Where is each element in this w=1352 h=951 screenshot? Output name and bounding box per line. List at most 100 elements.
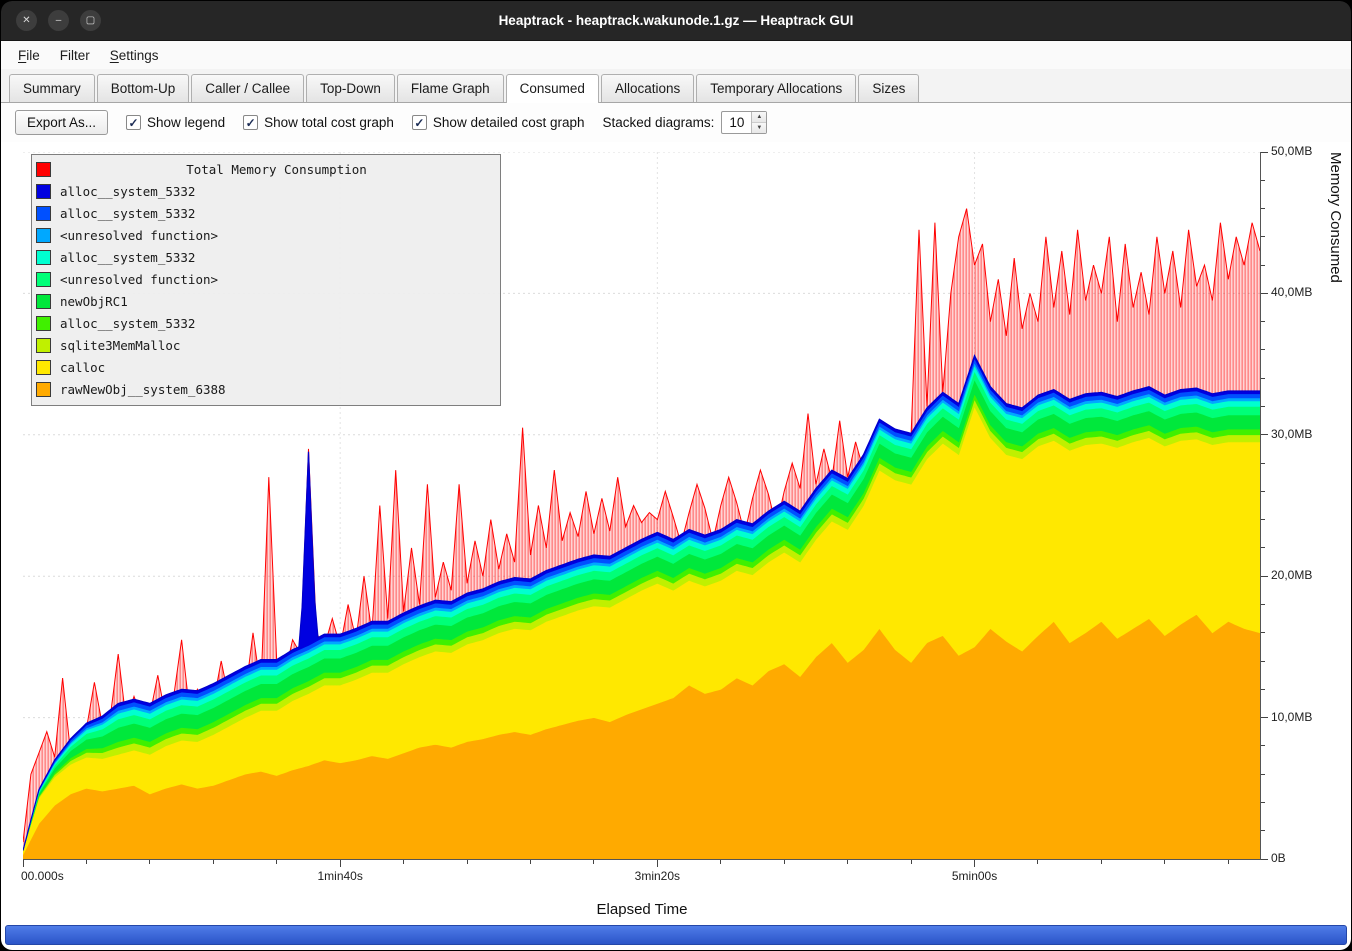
legend-item: alloc__system_5332 [36, 180, 493, 202]
export-as-button[interactable]: Export As... [15, 110, 109, 135]
x-major-tick [656, 860, 658, 867]
y-minor-tick [1261, 264, 1265, 266]
close-button[interactable]: ✕ [16, 10, 37, 31]
legend-color-swatch [36, 293, 51, 309]
legend-item: newObjRC1 [36, 290, 493, 312]
tab-flame-graph[interactable]: Flame Graph [396, 74, 504, 102]
x-minor-tick [1037, 860, 1039, 864]
x-axis: 00.000s 1min40s 3min20s 5min00s [21, 860, 1261, 890]
legend-color-swatch [36, 161, 51, 177]
spinbox-up-button[interactable]: ▲ [752, 112, 767, 122]
titlebar[interactable]: ✕ – ▢ Heaptrack - heaptrack.wakunode.1.gz … [1, 1, 1351, 41]
checkbox-show-legend[interactable]: ✓ Show legend [126, 115, 225, 130]
legend-item: alloc__system_5332 [36, 202, 493, 224]
legend-item: rawNewObj__system_6388 [36, 378, 493, 400]
y-major-tick [1261, 858, 1268, 860]
y-minor-tick [1261, 773, 1265, 775]
checkbox-show-detailed-cost-graph[interactable]: ✓ Show detailed cost graph [411, 115, 585, 130]
y-minor-tick [1261, 377, 1265, 379]
legend-item-label: alloc__system_5332 [60, 315, 196, 331]
y-minor-tick [1261, 208, 1265, 210]
legend-color-swatch [36, 271, 51, 287]
x-minor-tick [1100, 860, 1102, 864]
legend-item-label: calloc [60, 359, 106, 375]
legend-color-swatch [36, 315, 51, 331]
checkbox-label: Show legend [147, 115, 226, 130]
tab-temporary-allocations[interactable]: Temporary Allocations [696, 74, 857, 102]
x-minor-tick [720, 860, 722, 864]
y-tick-label: 50,0MB [1271, 144, 1313, 158]
x-minor-tick [1164, 860, 1166, 864]
window-title: Heaptrack - heaptrack.wakunode.1.gz — He… [498, 13, 854, 28]
tab-caller-callee[interactable]: Caller / Callee [191, 74, 305, 102]
legend-title-row: Total Memory Consumption [36, 158, 493, 180]
x-major-tick [974, 860, 976, 867]
y-axis-title: Memory Consumed [1327, 152, 1344, 283]
x-tick-label: 00.000s [21, 869, 64, 883]
menu-settings[interactable]: Settings [109, 47, 159, 63]
x-tick-label: 3min20s [634, 869, 681, 883]
y-minor-tick [1261, 406, 1265, 408]
checkbox-show-total-cost-graph[interactable]: ✓ Show total cost graph [243, 115, 394, 130]
tab-allocations[interactable]: Allocations [600, 74, 695, 102]
x-tick-label: 5min00s [951, 869, 998, 883]
legend-title: Total Memory Consumption [186, 161, 367, 177]
tab-bottom-up[interactable]: Bottom-Up [96, 74, 190, 102]
chart-toolbar: Export As... ✓ Show legend ✓ Show total cos… [1, 103, 1351, 142]
y-tick-label: 0B [1271, 851, 1286, 865]
y-major-tick [1261, 151, 1268, 153]
y-tick-label: 10,0MB [1271, 709, 1313, 724]
tab-consumed[interactable]: Consumed [505, 74, 599, 103]
tab-sizes[interactable]: Sizes [858, 74, 920, 102]
legend-color-swatch [36, 249, 51, 265]
x-minor-tick [1227, 860, 1229, 864]
tab-summary[interactable]: Summary [9, 74, 95, 102]
y-tick-label: 20,0MB [1271, 568, 1313, 583]
y-minor-tick [1261, 660, 1265, 662]
checkbox-box-icon: ✓ [126, 115, 142, 130]
spinbox-down-button[interactable]: ▼ [752, 122, 767, 133]
x-axis-title: Elapsed Time [596, 901, 688, 918]
legend-item-label: alloc__system_5332 [60, 205, 196, 221]
y-minor-tick [1261, 490, 1265, 492]
memory-consumption-plot[interactable]: Total Memory Consumption alloc__system_53… [23, 152, 1261, 860]
consumed-chart-area: Total Memory Consumption alloc__system_53… [1, 142, 1351, 924]
checkbox-group: ✓ Show legend ✓ Show total cost graph ✓ Show … [126, 115, 585, 130]
y-major-tick [1261, 575, 1268, 577]
y-minor-tick [1261, 349, 1265, 351]
chart-range-scrollbar[interactable] [5, 925, 1347, 945]
legend-item-label: rawNewObj__system_6388 [60, 381, 226, 397]
x-minor-tick [276, 860, 278, 864]
checkbox-label: Show total cost graph [264, 115, 394, 130]
legend-color-swatch [36, 381, 51, 397]
legend-color-swatch [36, 337, 51, 353]
minimize-button[interactable]: – [48, 10, 69, 31]
stacked-area-chart [23, 152, 1260, 859]
y-minor-tick [1261, 801, 1265, 803]
menu-file[interactable]: File [18, 47, 40, 63]
legend-item: <unresolved function> [36, 224, 493, 246]
stacked-diagrams-value[interactable]: 10 [729, 115, 745, 130]
x-minor-tick [847, 860, 849, 864]
x-minor-tick [593, 860, 595, 864]
legend-color-swatch [36, 359, 51, 375]
y-major-tick [1261, 717, 1268, 719]
menu-filter[interactable]: Filter [59, 47, 90, 63]
x-tick-label: 1min40s [317, 869, 363, 883]
x-major-tick [22, 860, 24, 867]
stacked-diagrams-group: Stacked diagrams: 10 ▲ ▼ [603, 111, 768, 134]
x-minor-tick [466, 860, 468, 864]
chart-legend: Total Memory Consumption alloc__system_53… [31, 154, 501, 406]
legend-color-swatch [36, 227, 51, 243]
x-minor-tick [529, 860, 531, 864]
x-minor-tick [910, 860, 912, 864]
y-tick-label: 30,0MB [1271, 426, 1313, 441]
window-controls: ✕ – ▢ [16, 10, 101, 31]
window-body: File Filter Settings Summary Bottom-Up Calle… [1, 41, 1351, 950]
y-minor-tick [1261, 632, 1265, 634]
tab-top-down[interactable]: Top-Down [306, 74, 395, 102]
minimize-icon: – [55, 14, 62, 26]
stacked-diagrams-spinbox[interactable]: 10 ▲ ▼ [721, 111, 768, 134]
legend-item: alloc__system_5332 [36, 246, 493, 268]
maximize-button[interactable]: ▢ [80, 10, 101, 31]
